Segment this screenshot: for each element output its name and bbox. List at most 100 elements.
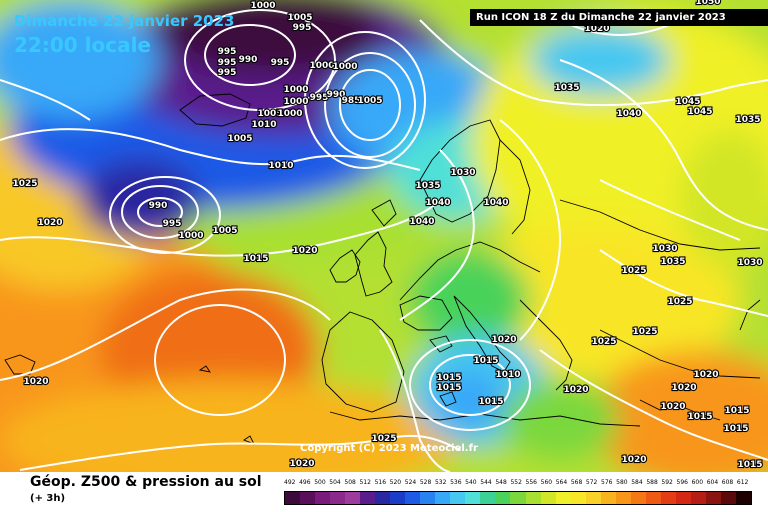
scale-swatch (405, 492, 421, 504)
isobar-label: 1035 (660, 257, 685, 267)
isobar-label: 1050 (695, 0, 720, 7)
isobar-label: 1035 (415, 181, 440, 191)
scale-tick-label: 524 (404, 479, 417, 486)
isobar-label: 990 (239, 55, 258, 65)
isobar-label: 995 (218, 58, 237, 68)
scale-tick-label: 592 (661, 479, 673, 486)
geopotential-field (0, 0, 768, 472)
scale-swatch (450, 492, 466, 504)
isobar-label: 995 (218, 47, 237, 57)
isobar-label: 1025 (621, 266, 646, 276)
map-time: 22:00 locale (14, 33, 151, 57)
isobar-label: 1020 (491, 335, 516, 345)
scale-swatch (735, 492, 751, 504)
isobar-label: 1005 (212, 226, 237, 236)
scale-swatch (645, 492, 661, 504)
isobar-label: 1015 (436, 373, 461, 383)
scale-swatch (315, 492, 331, 504)
scale-swatch (495, 492, 511, 504)
isobar-label: 1040 (483, 198, 508, 208)
isobar-label: 1015 (243, 254, 268, 264)
isobar-label: 1040 (616, 109, 641, 119)
scale-tick-label: 604 (706, 479, 719, 486)
isobar-label: 990 (149, 201, 168, 211)
isobar-label: 1005 (287, 13, 312, 23)
scale-swatch (720, 492, 736, 504)
scale-tick-label: 608 (721, 479, 734, 486)
scale-swatch (660, 492, 676, 504)
scale-swatch (345, 492, 361, 504)
color-scale-bar (284, 491, 752, 505)
scale-swatch (675, 492, 691, 504)
isobar-label: 1000 (332, 62, 357, 72)
isobar-label: 995 (271, 58, 290, 68)
scale-tick-label: 552 (510, 479, 522, 486)
isobar-label: 1025 (667, 297, 692, 307)
isobar-label: 1020 (23, 377, 48, 387)
isobar-label: 1020 (660, 402, 685, 412)
scale-swatch (615, 492, 631, 504)
scale-tick-label: 556 (525, 479, 537, 486)
scale-tick-label: 544 (480, 479, 492, 486)
color-scale-labels: 492 496 500 504 508 512 516 520 524 528 532 536 540 5… (284, 479, 752, 489)
isobar-label: 995 (310, 93, 329, 103)
isobar-label: 985 (342, 96, 361, 106)
scale-tick-label: 508 (344, 479, 356, 486)
scale-tick-label: 564 (555, 479, 568, 486)
isobar-label: 1020 (289, 459, 314, 469)
scale-tick-label: 532 (434, 479, 447, 486)
isobar-label: 1005 (257, 109, 282, 119)
isobar-label: 1015 (724, 406, 749, 416)
isobar-label: 1015 (436, 383, 461, 393)
isobar-label: 1045 (675, 97, 700, 107)
isobar-label: 1015 (737, 460, 762, 470)
model-run-label: Run ICON 18 Z du Dimanche 22 janvier 202… (470, 9, 768, 26)
isobar-label: 1000 (283, 97, 308, 107)
legend-subtitle: (+ 3h) (30, 493, 66, 504)
scale-tick-label: 540 (465, 479, 477, 486)
scale-swatch (690, 492, 706, 504)
isobar-label: 1000 (277, 109, 302, 119)
isobar-label: 995 (218, 68, 237, 78)
scale-tick-label: 568 (570, 479, 583, 486)
scale-swatch (375, 492, 391, 504)
scale-tick-label: 600 (691, 479, 704, 486)
isobar-label: 1020 (292, 246, 317, 256)
isobar-label: 1025 (591, 337, 616, 347)
scale-swatch (465, 492, 481, 504)
scale-tick-label: 536 (450, 479, 462, 486)
isobar-label: 1030 (450, 168, 475, 178)
isobar-label: 1020 (621, 455, 646, 465)
scale-swatch (525, 492, 541, 504)
isobar-label: 1005 (357, 96, 382, 106)
isobar-label: 1020 (563, 385, 588, 395)
scale-swatch (630, 492, 646, 504)
coastlines (4, 93, 761, 445)
isobar-label: 1030 (652, 244, 677, 254)
isobar-label: 1025 (12, 179, 37, 189)
isobar-label: 1015 (473, 356, 498, 366)
scale-swatch (435, 492, 451, 504)
scale-swatch (360, 492, 376, 504)
scale-swatch (600, 492, 616, 504)
scale-swatch (705, 492, 721, 504)
scale-tick-label: 612 (736, 479, 749, 486)
isobar-label: 1020 (693, 370, 718, 380)
legend-title: Géop. Z500 & pression au sol (30, 474, 262, 490)
scale-swatch (585, 492, 601, 504)
legend-footer: Géop. Z500 & pression au sol (+ 3h) 492 4… (0, 472, 768, 512)
isobar-label: 1035 (554, 83, 579, 93)
scale-swatch (540, 492, 556, 504)
scale-tick-label: 520 (389, 479, 402, 486)
isobar-label: 995 (163, 219, 182, 229)
scale-swatch (555, 492, 571, 504)
scale-tick-label: 528 (419, 479, 432, 486)
isobar-label: 1025 (371, 434, 396, 444)
isobar-label: 995 (293, 23, 312, 33)
isobar-label: 1015 (478, 397, 503, 407)
isobar-label: 1045 (687, 107, 712, 117)
isobar-label: 1010 (251, 120, 276, 130)
isobar-label: 1020 (37, 218, 62, 228)
